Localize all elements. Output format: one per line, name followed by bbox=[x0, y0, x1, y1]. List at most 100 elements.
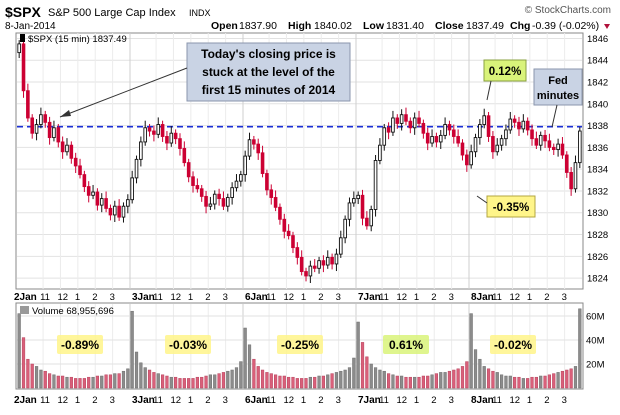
volume-bar bbox=[56, 375, 60, 389]
volume-bar bbox=[395, 375, 399, 389]
candle-body bbox=[456, 136, 460, 144]
hour-label: 2 bbox=[544, 292, 549, 303]
candle-body bbox=[160, 124, 165, 137]
candle-body bbox=[460, 142, 465, 156]
volume-bar bbox=[260, 369, 265, 389]
chg-label: Chg bbox=[510, 20, 530, 32]
candle-body bbox=[482, 115, 487, 125]
volume-bar bbox=[100, 375, 104, 389]
hour-label: 11 bbox=[40, 292, 50, 303]
volume-bar bbox=[386, 373, 391, 389]
candle-body bbox=[325, 256, 330, 266]
low-value: 1831.40 bbox=[386, 20, 424, 32]
volume-bar bbox=[421, 375, 425, 389]
annotation-gain: 0.12% bbox=[483, 59, 527, 82]
volume-bar bbox=[273, 374, 278, 389]
volume-bar bbox=[369, 363, 373, 389]
volume-bar bbox=[39, 369, 43, 389]
hour-label: 1 bbox=[527, 292, 532, 303]
volume-bar bbox=[556, 372, 560, 389]
candle-body bbox=[517, 121, 521, 130]
candle-body bbox=[82, 174, 87, 188]
candle-body bbox=[26, 90, 30, 119]
candle-body bbox=[208, 203, 213, 207]
volume-bar bbox=[539, 375, 543, 389]
candle-body bbox=[556, 143, 560, 151]
volume-bar bbox=[226, 370, 230, 389]
volume-bar bbox=[482, 366, 486, 389]
candle-body bbox=[560, 143, 565, 156]
hour-label: 2 bbox=[92, 292, 97, 303]
volume-bar bbox=[169, 376, 173, 389]
hour-label: 2 bbox=[431, 395, 436, 406]
volume-bar bbox=[78, 378, 82, 389]
hour-label: 12 bbox=[170, 292, 181, 303]
candle-body bbox=[438, 134, 443, 143]
candle-body bbox=[252, 139, 256, 145]
candle-body bbox=[143, 127, 148, 143]
hour-label: 3 bbox=[449, 292, 454, 303]
candle-body bbox=[34, 124, 39, 134]
volume-bar bbox=[178, 378, 182, 389]
volume-bar bbox=[30, 363, 34, 389]
candle-body bbox=[56, 127, 61, 143]
candle-body bbox=[491, 136, 495, 153]
candle-body bbox=[73, 157, 78, 167]
volume-bar bbox=[530, 376, 534, 389]
volume-bar bbox=[43, 370, 47, 389]
candle-body bbox=[447, 124, 452, 131]
candle-body bbox=[304, 271, 308, 277]
candle-body bbox=[69, 144, 74, 159]
volume-bar bbox=[521, 378, 525, 389]
watermark: © StockCharts.com bbox=[525, 5, 611, 16]
gain-arrow bbox=[486, 80, 492, 101]
hour-label: 11 bbox=[379, 395, 389, 406]
candle-body bbox=[104, 198, 108, 209]
hour-label: 1 bbox=[301, 292, 306, 303]
candle-body bbox=[30, 117, 35, 134]
volume-bar bbox=[330, 373, 334, 389]
volume-bar bbox=[87, 376, 91, 389]
candle-body bbox=[273, 197, 278, 208]
close-value: 1837.49 bbox=[466, 20, 504, 32]
volume-bar bbox=[21, 337, 26, 389]
day-label: 6Jan bbox=[245, 292, 268, 303]
hour-label: 1 bbox=[301, 395, 306, 406]
candle-body bbox=[39, 114, 43, 125]
candle-body bbox=[412, 117, 417, 129]
day-change-box bbox=[383, 335, 429, 354]
candle-body bbox=[391, 117, 395, 133]
volume-bar bbox=[208, 374, 213, 389]
candle-body bbox=[256, 143, 261, 154]
volume-bar bbox=[230, 369, 234, 389]
annotation-fed-minutes: Fed minutes bbox=[533, 68, 583, 106]
candle-body bbox=[156, 124, 161, 135]
volume-bar bbox=[373, 367, 378, 389]
candlesticks bbox=[17, 38, 582, 284]
candle-body bbox=[451, 129, 456, 137]
hour-label: 12 bbox=[283, 292, 294, 303]
day-change-label: -0.25% bbox=[281, 338, 319, 352]
candle-body bbox=[286, 230, 291, 237]
candle-body bbox=[373, 160, 378, 210]
annotation-drop: -0.35% bbox=[486, 195, 536, 218]
price-tick-label: 1828 bbox=[587, 230, 608, 241]
hour-label: 3 bbox=[562, 395, 567, 406]
hour-label: 11 bbox=[492, 395, 502, 406]
candle-body bbox=[78, 165, 82, 176]
candle-body bbox=[321, 260, 326, 266]
volume-bar bbox=[295, 378, 299, 389]
day-label: 3Jan bbox=[132, 395, 155, 406]
volume-bar bbox=[34, 366, 39, 389]
chart-index-name: S&P 500 Large Cap Index bbox=[48, 7, 176, 19]
candle-body bbox=[182, 148, 187, 164]
candle-body bbox=[521, 120, 526, 130]
price-tick-label: 1830 bbox=[587, 208, 608, 219]
volume-bar bbox=[256, 366, 260, 389]
candle-body bbox=[165, 136, 169, 144]
volume-bar bbox=[308, 376, 312, 389]
candle-body bbox=[308, 265, 313, 277]
chart-date: 8-Jan-2014 bbox=[5, 21, 56, 32]
drop-arrow bbox=[476, 195, 488, 204]
